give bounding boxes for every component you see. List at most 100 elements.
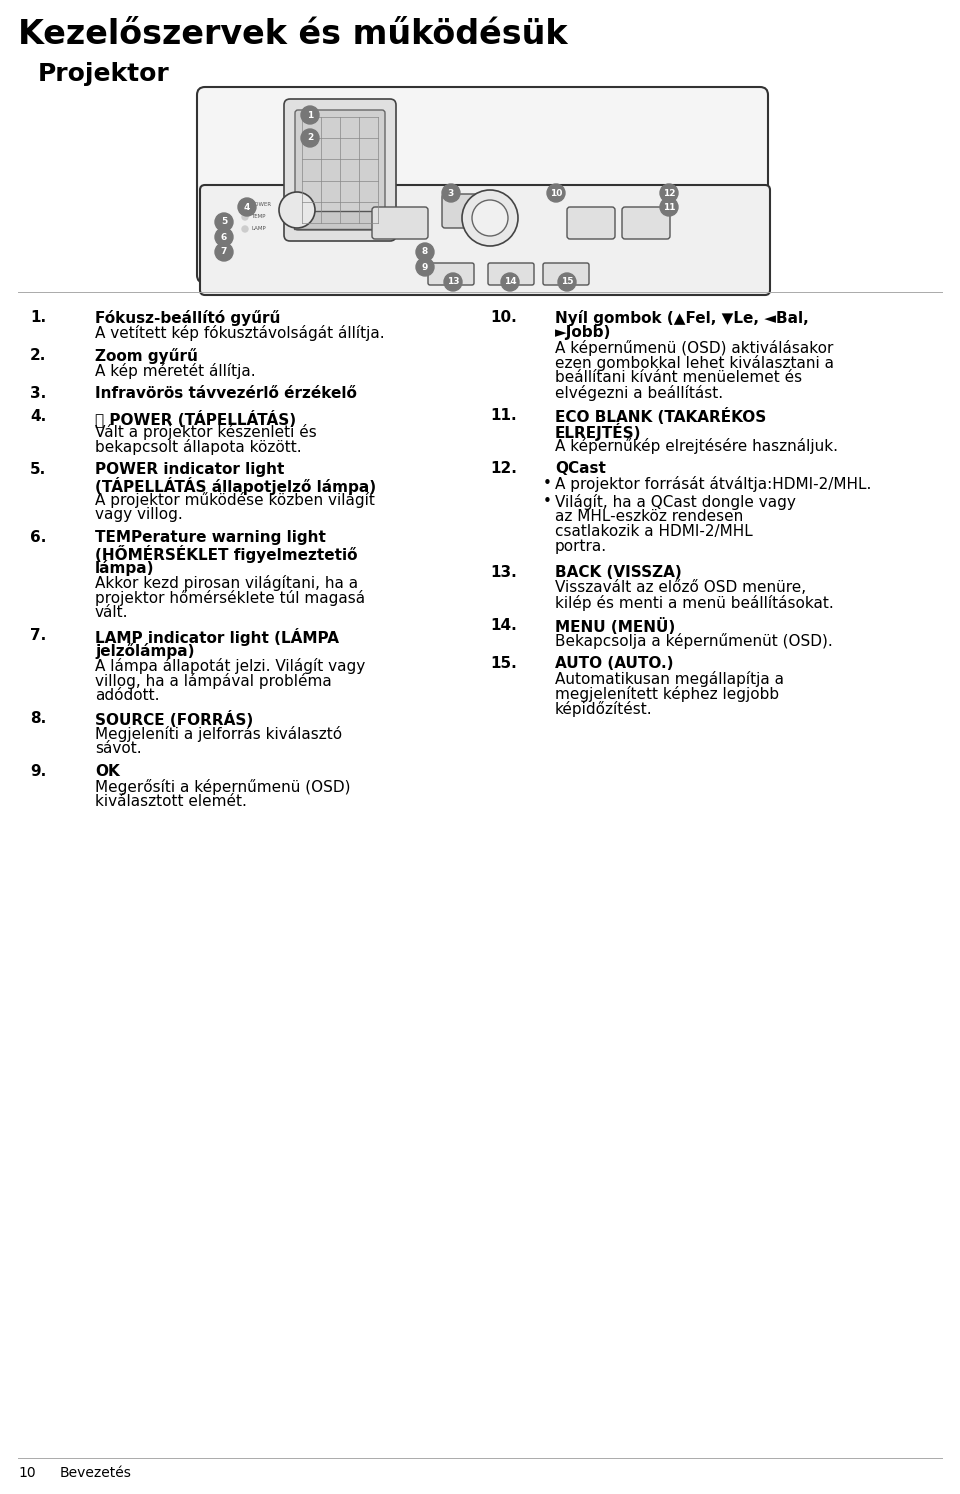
Text: Megjeleníti a jelforrás kiválasztó: Megjeleníti a jelforrás kiválasztó: [95, 726, 342, 743]
Text: lámpa): lámpa): [95, 560, 155, 577]
Text: POWER indicator light: POWER indicator light: [95, 462, 284, 477]
Text: 4.: 4.: [30, 409, 46, 424]
Circle shape: [242, 202, 248, 208]
Text: Automatikusan megállapítja a: Automatikusan megállapítja a: [555, 671, 784, 687]
Text: elvégezni a beállítást.: elvégezni a beállítást.: [555, 385, 723, 400]
Text: csatlakozik a HDMI-2/MHL: csatlakozik a HDMI-2/MHL: [555, 524, 753, 539]
FancyBboxPatch shape: [372, 208, 428, 239]
Text: •: •: [543, 495, 552, 509]
Circle shape: [242, 226, 248, 232]
Text: TEMPerature warning light: TEMPerature warning light: [95, 530, 325, 545]
Text: LAMP: LAMP: [251, 227, 266, 232]
Text: 1.: 1.: [30, 309, 46, 326]
Text: 10: 10: [550, 188, 563, 197]
Text: ▲: ▲: [488, 202, 492, 208]
Text: 10.: 10.: [490, 309, 516, 326]
Text: AUTO: AUTO: [559, 272, 574, 276]
Circle shape: [279, 193, 315, 229]
Text: Infravörös távvezérlő érzékelő: Infravörös távvezérlő érzékelő: [95, 385, 357, 400]
Text: 12: 12: [662, 188, 675, 197]
Text: 15.: 15.: [490, 656, 516, 671]
Text: Nyíl gombok (▲Fel, ▼Le, ◄Bal,: Nyíl gombok (▲Fel, ▼Le, ◄Bal,: [555, 309, 808, 326]
Text: •: •: [543, 477, 552, 492]
Text: kilép és menti a menü beállításokat.: kilép és menti a menü beállításokat.: [555, 595, 833, 611]
FancyBboxPatch shape: [488, 263, 534, 285]
Text: ⏻: ⏻: [293, 203, 300, 217]
Text: 15: 15: [561, 278, 573, 287]
FancyBboxPatch shape: [295, 111, 385, 230]
FancyBboxPatch shape: [197, 87, 768, 282]
Circle shape: [301, 106, 319, 124]
Text: 11: 11: [662, 203, 675, 212]
Text: vált.: vált.: [95, 605, 129, 620]
Circle shape: [416, 258, 434, 276]
Text: Világít, ha a QCast dongle vagy: Világít, ha a QCast dongle vagy: [555, 495, 796, 509]
Text: ezen gombokkal lehet kiválasztani a: ezen gombokkal lehet kiválasztani a: [555, 356, 834, 371]
Text: OK: OK: [484, 215, 495, 221]
Text: 7.: 7.: [30, 627, 46, 642]
Text: MENU (MENÜ): MENU (MENÜ): [555, 619, 675, 635]
Text: bekapcsolt állapota között.: bekapcsolt állapota között.: [95, 439, 301, 456]
Text: A kép méretét állítja.: A kép méretét állítja.: [95, 363, 255, 379]
Text: A projektor forrását átváltja:HDMI-2/MHL.: A projektor forrását átváltja:HDMI-2/MHL…: [555, 477, 872, 492]
Text: 5.: 5.: [30, 462, 46, 477]
Text: SOURCE: SOURCE: [389, 221, 411, 226]
Text: beállítani kívánt menüelemet és: beállítani kívánt menüelemet és: [555, 371, 803, 385]
FancyBboxPatch shape: [543, 263, 589, 285]
Text: adódott.: adódott.: [95, 689, 159, 704]
Circle shape: [462, 190, 518, 247]
Text: villog, ha a lámpával probléma: villog, ha a lámpával probléma: [95, 672, 332, 689]
Text: Fókusz-beállító gyűrű: Fókusz-beállító gyűrű: [95, 309, 280, 326]
Text: 9.: 9.: [30, 763, 46, 778]
Text: Vált a projektor készenleti és: Vált a projektor készenleti és: [95, 424, 317, 441]
Circle shape: [444, 273, 462, 291]
Circle shape: [416, 244, 434, 261]
Text: Bevezetés: Bevezetés: [60, 1466, 132, 1481]
FancyBboxPatch shape: [622, 208, 670, 239]
Text: ▼: ▼: [488, 229, 492, 235]
Text: jelzőlámpa): jelzőlámpa): [95, 642, 195, 659]
Text: 1: 1: [307, 111, 313, 120]
Text: TEMP: TEMP: [251, 215, 266, 220]
Text: POWER: POWER: [251, 203, 271, 208]
FancyBboxPatch shape: [200, 185, 770, 294]
Text: 2: 2: [307, 133, 313, 142]
Text: projektor hőmérséklete túl magasá: projektor hőmérséklete túl magasá: [95, 590, 365, 607]
Circle shape: [558, 273, 576, 291]
Text: 3.: 3.: [30, 385, 46, 400]
Text: az MHL-eszköz rendesen: az MHL-eszköz rendesen: [555, 509, 743, 524]
Text: ECO
BLANK: ECO BLANK: [583, 218, 599, 229]
Text: megjelenített képhez legjobb: megjelenített képhez legjobb: [555, 686, 780, 702]
Text: 13: 13: [446, 278, 459, 287]
Text: QCast: QCast: [555, 462, 606, 477]
Circle shape: [660, 184, 678, 202]
Circle shape: [215, 214, 233, 232]
Text: 10: 10: [18, 1466, 36, 1481]
Text: Megerősíti a képernűmenü (OSD): Megerősíti a képernűmenü (OSD): [95, 778, 350, 795]
Text: Bekapcsolja a képernűmenüt (OSD).: Bekapcsolja a képernűmenüt (OSD).: [555, 633, 832, 648]
Text: ⏻ POWER (TÁPELLÁTÁS): ⏻ POWER (TÁPELLÁTÁS): [95, 409, 296, 427]
Text: ECO BLANK (TAKARÉKOS: ECO BLANK (TAKARÉKOS: [555, 408, 766, 424]
Text: 14.: 14.: [490, 619, 516, 633]
Circle shape: [238, 199, 256, 217]
Text: 2.: 2.: [30, 348, 46, 363]
Text: OK: OK: [95, 763, 120, 778]
Text: BACK (VISSZA): BACK (VISSZA): [555, 565, 682, 580]
Bar: [294, 211, 386, 229]
Text: QCast: QCast: [638, 221, 654, 226]
Text: 6: 6: [221, 233, 228, 242]
Text: SOURCE (FORRÁS): SOURCE (FORRÁS): [95, 711, 253, 728]
FancyBboxPatch shape: [567, 208, 615, 239]
Circle shape: [501, 273, 519, 291]
Circle shape: [215, 244, 233, 261]
Text: Projektor: Projektor: [38, 61, 170, 87]
Text: 12.: 12.: [490, 462, 516, 477]
Text: Akkor kezd pirosan világítani, ha a: Akkor kezd pirosan világítani, ha a: [95, 575, 358, 592]
Text: 14: 14: [504, 278, 516, 287]
Text: A projektor működése közben világít: A projektor működése közben világít: [95, 492, 374, 508]
Text: 9: 9: [421, 263, 428, 272]
Text: 11.: 11.: [490, 408, 516, 423]
Text: Visszavált az előző OSD menüre,: Visszavált az előző OSD menüre,: [555, 580, 806, 595]
Text: 8.: 8.: [30, 711, 46, 726]
Text: A képernűmenü (OSD) aktiválásakor: A képernűmenü (OSD) aktiválásakor: [555, 341, 833, 356]
